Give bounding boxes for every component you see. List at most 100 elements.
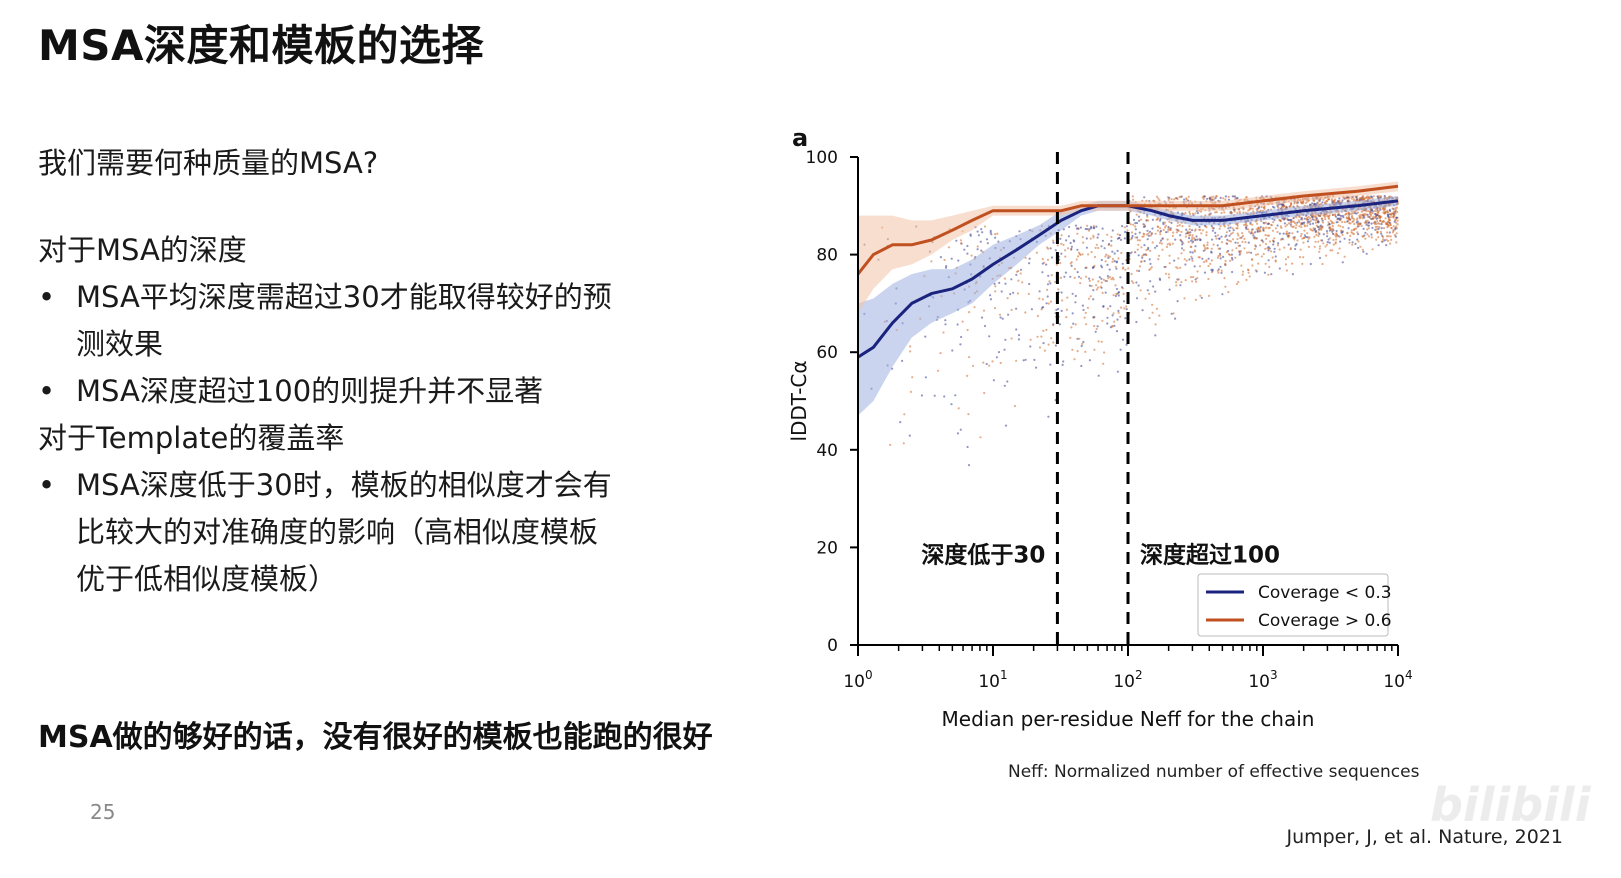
scatter-point (1375, 217, 1378, 220)
scatter-point (1097, 340, 1100, 343)
scatter-point (1176, 267, 1179, 270)
scatter-point (1085, 275, 1088, 278)
scatter-point (1040, 335, 1043, 338)
scatter-point (1092, 234, 1095, 237)
scatter-point (1325, 243, 1329, 246)
scatter-point (1134, 236, 1137, 239)
scatter-point (1154, 323, 1157, 326)
bullet-line: MSA平均深度需超过30才能取得较好的预 (76, 279, 612, 314)
scatter-point (1322, 198, 1325, 201)
scatter-point (968, 311, 971, 314)
scatter-point (1259, 225, 1262, 229)
scatter-point (1300, 201, 1303, 204)
scatter-point (1379, 195, 1383, 198)
scatter-point (1157, 197, 1160, 200)
scatter-point (1087, 297, 1091, 300)
scatter-point (1180, 281, 1183, 284)
bullet-line: MSA深度低于30时，模板的相似度才会有 (76, 467, 612, 502)
scatter-point (1106, 316, 1109, 319)
scatter-point (1324, 245, 1327, 248)
scatter-point (1135, 213, 1138, 216)
confidence-band (858, 181, 1398, 314)
scatter-point (1233, 210, 1236, 213)
scatter-point (1224, 195, 1227, 198)
scatter-point (1181, 243, 1184, 246)
scatter-point (902, 442, 905, 445)
scatter-point (1052, 241, 1055, 244)
scatter-point (1317, 228, 1321, 231)
scatter-point (1124, 268, 1127, 271)
scatter-point (1396, 219, 1399, 222)
scatter-point (1069, 262, 1072, 265)
scatter-point (1311, 202, 1314, 205)
scatter-point (1306, 232, 1309, 235)
scatter-point (1082, 308, 1085, 312)
legend-label: Coverage < 0.3 (1258, 583, 1392, 603)
axes: 0 20 40 60 80 100 100 101 102 103 104 Median per-re… (787, 124, 1413, 731)
scatter-point (1190, 255, 1193, 258)
scatter-point (1381, 235, 1384, 239)
scatter-point (1214, 197, 1217, 200)
scatter-point (1384, 210, 1387, 214)
scatter-point (997, 351, 1001, 354)
scatter-point (1070, 245, 1073, 248)
scatter-point (976, 245, 979, 248)
scatter-point (1381, 221, 1384, 224)
scatter-point (1194, 238, 1197, 242)
scatter-point (1234, 241, 1237, 244)
scatter-point (1321, 219, 1324, 222)
scatter-point (1286, 223, 1289, 226)
scatter-point (998, 313, 1002, 316)
scatter-point (994, 236, 997, 239)
scatter-point (1147, 248, 1150, 251)
scatter-point (1315, 217, 1318, 220)
scatter-point (1009, 293, 1012, 296)
scatter-point (1188, 258, 1191, 261)
scatter-point (1046, 288, 1049, 291)
scatter-point (1214, 235, 1217, 238)
scatter-point (1281, 237, 1284, 240)
scatter-point (1155, 307, 1158, 310)
annotation-label: 深度超过100 (1140, 541, 1280, 568)
scatter-point (1245, 278, 1248, 281)
scatter-point (1196, 238, 1199, 241)
scatter-point (1326, 232, 1329, 235)
series-lines (856, 184, 1399, 359)
scatter-point (1122, 292, 1125, 295)
scatter-point (1366, 219, 1369, 222)
scatter-point (1251, 264, 1254, 267)
scatter-point (1332, 222, 1335, 225)
scatter-point (1269, 250, 1273, 253)
scatter-point (1095, 243, 1098, 246)
scatter-point (1253, 247, 1256, 250)
scatter-point (1125, 225, 1128, 228)
scatter-point (1140, 260, 1143, 263)
scatter-point (1136, 248, 1139, 251)
scatter-point (1169, 227, 1172, 230)
scatter-point (1187, 240, 1190, 244)
scatter-point (1065, 239, 1068, 242)
scatter-point (1145, 219, 1148, 222)
scatter-point (1042, 329, 1045, 332)
scatter-point (1341, 233, 1344, 236)
scatter-point (1328, 241, 1331, 244)
scatter-point (1327, 221, 1330, 224)
scatter-point (1189, 276, 1193, 279)
scatter-point (1198, 256, 1201, 259)
scatter-point (1142, 253, 1145, 256)
scatter-point (1293, 238, 1296, 241)
scatter-point (1081, 304, 1084, 307)
scatter-point (1321, 262, 1324, 266)
scatter-point (1201, 196, 1204, 199)
scatter-point (1363, 216, 1366, 219)
scatter-point (1323, 215, 1327, 218)
scatter-point (1157, 225, 1160, 228)
scatter-point (1041, 271, 1044, 274)
scatter-point (1154, 290, 1157, 293)
scatter-point (1248, 275, 1251, 278)
scatter-point (1231, 270, 1234, 274)
scatter-point (1357, 246, 1360, 249)
scatter-point (1239, 236, 1242, 240)
scatter-point (1149, 262, 1152, 265)
scatter-point (1125, 343, 1128, 346)
